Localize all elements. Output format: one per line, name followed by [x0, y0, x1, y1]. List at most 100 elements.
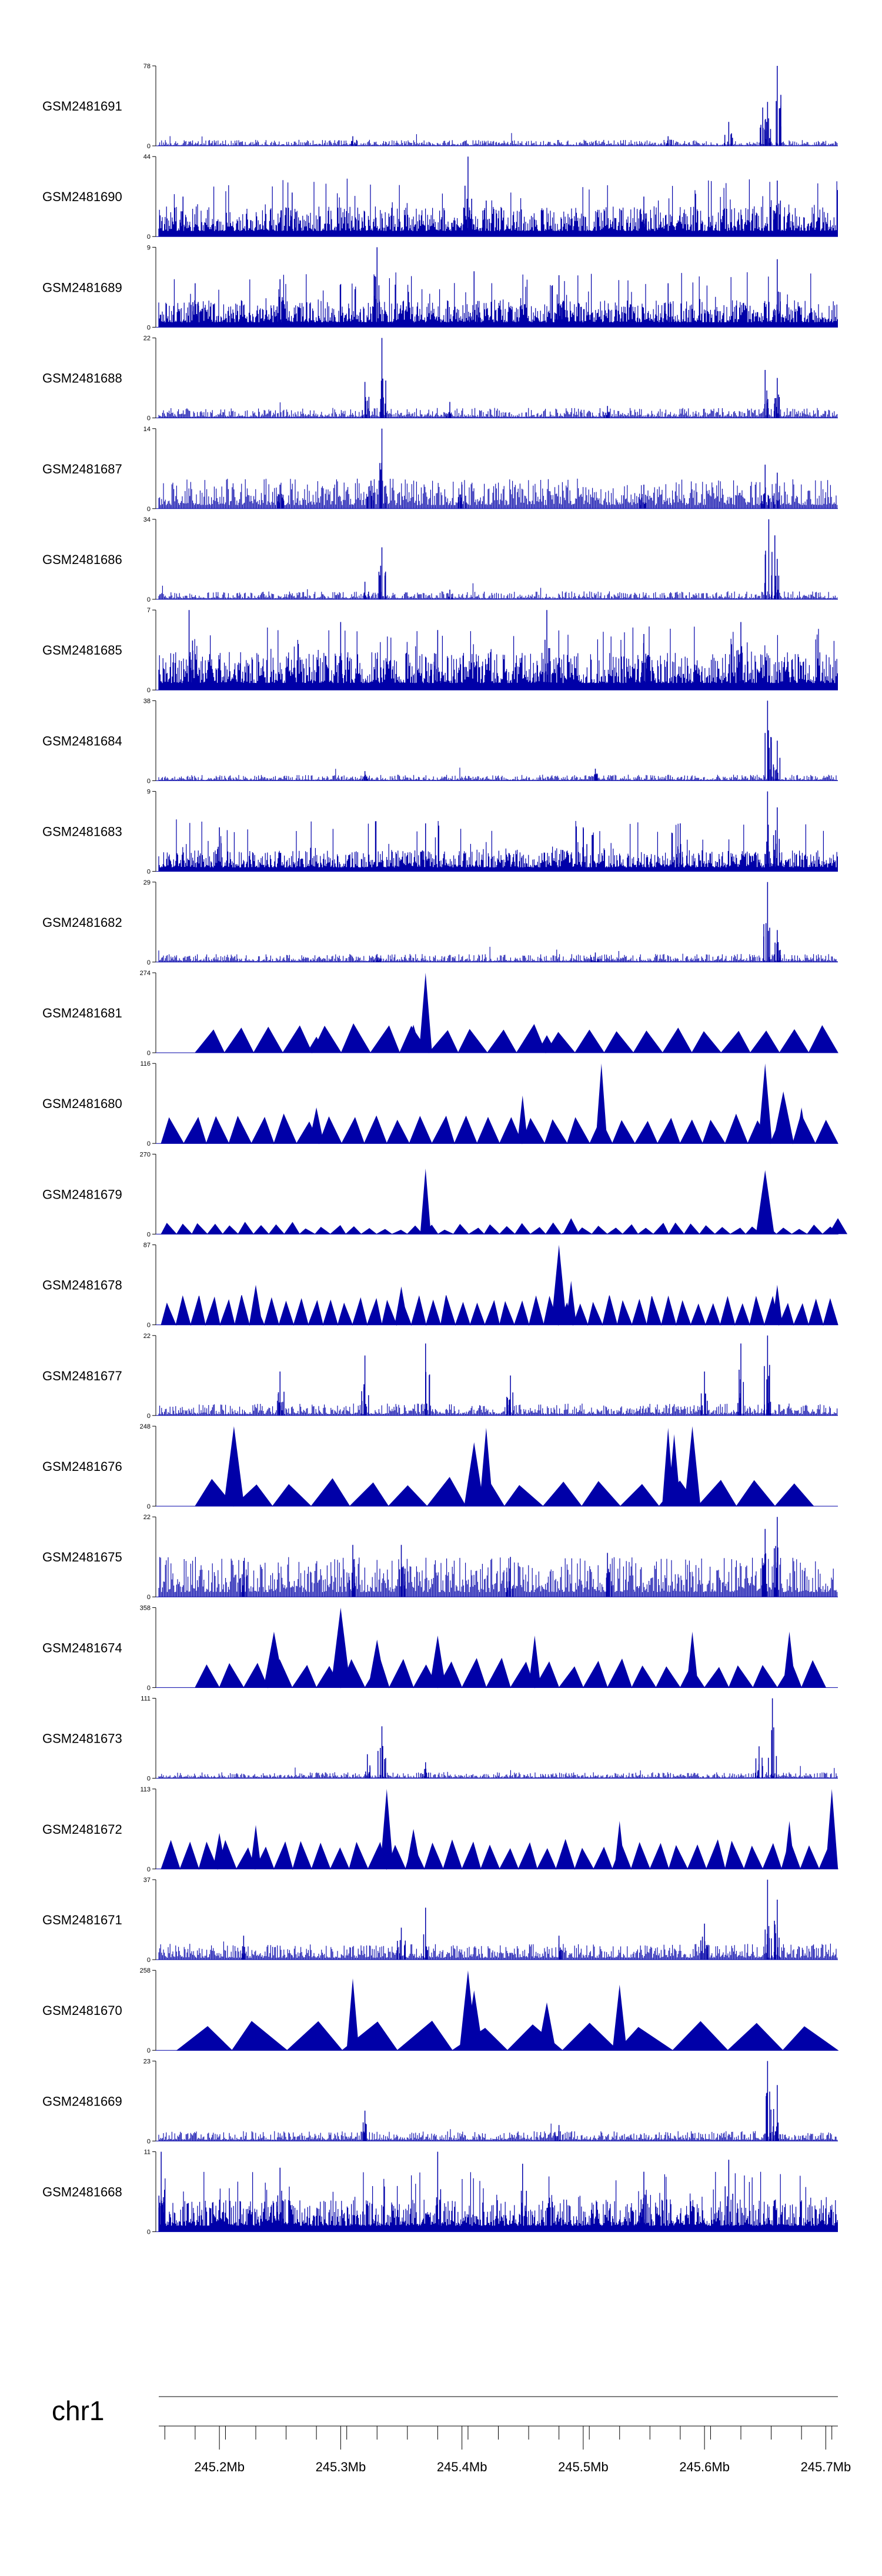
coverage-area [195, 1477, 814, 1507]
coverage-peak [774, 259, 781, 328]
coverage-peak [666, 136, 672, 146]
coverage-peak [667, 1434, 681, 1506]
coverage-peak [351, 136, 358, 146]
coverage-peak [240, 1561, 247, 1597]
coverage-peak [664, 283, 673, 328]
coverage-peak [764, 370, 769, 418]
track-label: GSM2481675 [42, 1550, 122, 1564]
coverage-bars [158, 1766, 838, 1778]
y-max-label: 14 [143, 426, 151, 433]
coverage-bars [158, 583, 838, 599]
coverage-peak [373, 954, 381, 962]
coverage-peak [764, 1880, 772, 1960]
coverage-peak [397, 1927, 406, 1960]
track-label: GSM2481685 [42, 643, 122, 658]
track-GSM2481673: GSM2481673 111 0 [42, 1696, 838, 1783]
track-label: GSM2481684 [42, 733, 122, 748]
coverage-peak [395, 1286, 408, 1325]
track-label: GSM2481679 [42, 1187, 122, 1202]
coverage-peak [554, 2125, 561, 2141]
coverage-peak [519, 2164, 527, 2232]
tick-label: 245.4Mb [437, 2460, 487, 2474]
coverage-peak [457, 485, 466, 509]
coverage-peak [278, 1372, 285, 1416]
coverage-peak [365, 1754, 371, 1778]
track-GSM2481691: GSM2481691 78 0 [42, 63, 838, 150]
track-label: GSM2481670 [42, 2003, 122, 2018]
track-label: GSM2481677 [42, 1369, 122, 1383]
coverage-peak [346, 1978, 359, 2051]
track-label: GSM2481680 [42, 1096, 122, 1111]
coverage-peak [684, 1426, 701, 1506]
coverage-peak [828, 1218, 848, 1234]
coverage-peak [464, 1442, 485, 1506]
track-label: GSM2481687 [42, 462, 122, 476]
track-label: GSM2481672 [42, 1822, 122, 1837]
coverage-peak [275, 279, 283, 328]
coverage-area [195, 1657, 827, 1689]
coverage-peak [378, 547, 386, 599]
y-zero-label: 0 [147, 1684, 151, 1691]
coverage-bars [158, 946, 838, 962]
y-max-label: 270 [140, 1151, 151, 1158]
y-zero-label: 0 [147, 1322, 151, 1329]
coverage-peak [773, 1517, 779, 1597]
track-label: GSM2481690 [42, 189, 122, 204]
coverage-peak [764, 102, 771, 146]
coverage-peak [724, 2160, 733, 2232]
coverage-peak [766, 2061, 771, 2141]
y-max-label: 78 [143, 63, 151, 70]
coverage-bars [158, 1400, 838, 1416]
coverage-peak [686, 1631, 699, 1688]
y-max-label: 22 [143, 1333, 151, 1340]
coverage-peak [774, 378, 780, 418]
tick-label: 245.3Mb [316, 2460, 366, 2474]
tick-label: 245.2Mb [194, 2460, 245, 2474]
coverage-peak [419, 973, 432, 1053]
coverage-peak [361, 1355, 369, 1416]
track-GSM2481669: GSM2481669 23 0 [42, 2058, 838, 2145]
y-max-label: 358 [140, 1604, 151, 1611]
track-GSM2481688: GSM2481688 22 0 [42, 335, 838, 422]
coverage-peak [362, 382, 370, 418]
y-zero-label: 0 [147, 415, 151, 422]
coverage-peak [465, 1990, 483, 2051]
y-max-label: 23 [143, 2058, 151, 2065]
coverage-peak [760, 107, 767, 146]
coverage-peak [158, 2151, 164, 2232]
coverage-peak [563, 1218, 580, 1234]
y-max-label: 38 [143, 698, 151, 705]
coverage-peak [764, 700, 772, 781]
coverage-peak [612, 1984, 627, 2051]
track-GSM2481679: GSM2481679 270 0 [42, 1151, 848, 1238]
coverage-peak [826, 1788, 838, 1869]
track-GSM2481676: GSM2481676 248 0 [42, 1423, 838, 1510]
coverage-bars [158, 133, 838, 146]
coverage-peak [796, 1107, 807, 1144]
track-GSM2481685: GSM2481685 7 0 [42, 607, 838, 694]
coverage-peak [363, 582, 369, 599]
coverage-peak [544, 610, 550, 690]
track-GSM2481670: GSM2481670 258 0 [42, 1967, 839, 2054]
y-max-label: 7 [147, 607, 151, 614]
coverage-peak [766, 791, 770, 872]
y-max-label: 258 [140, 1967, 151, 1974]
track-label: GSM2481673 [42, 1731, 122, 1746]
track-GSM2481686: GSM2481686 34 0 [42, 516, 838, 603]
coverage-peak [768, 1698, 777, 1778]
coverage-peak [483, 201, 490, 237]
data-tracks: GSM2481691780GSM2481690440GSM248168990GS… [42, 63, 848, 2236]
y-zero-label: 0 [147, 959, 151, 966]
coverage-peak [784, 1821, 795, 1869]
coverage-peak [223, 1426, 245, 1506]
coverage-peak [764, 1335, 771, 1416]
coverage-peak [406, 1828, 421, 1869]
track-label: GSM2481682 [42, 915, 122, 930]
y-max-label: 274 [140, 970, 151, 977]
coverage-area [161, 1295, 838, 1326]
coverage-area [161, 1838, 838, 1870]
y-max-label: 9 [147, 244, 151, 251]
track-GSM2481677: GSM2481677 22 0 [42, 1333, 838, 1420]
track-label: GSM2481674 [42, 1640, 122, 1655]
